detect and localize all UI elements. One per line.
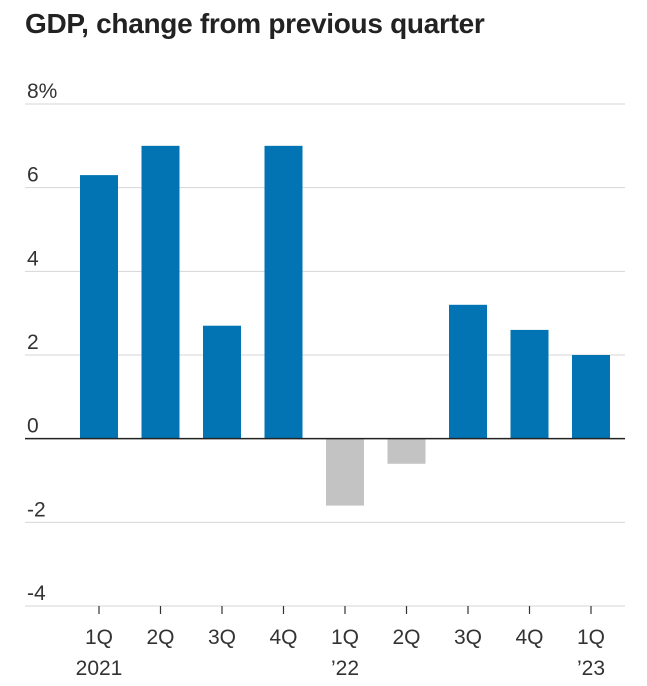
x-tick-year-label: 2021 <box>76 657 123 680</box>
x-tick-label: 1Q <box>331 626 359 649</box>
x-tick-label: 1Q <box>577 626 605 649</box>
y-tick-label: 0 <box>27 415 39 438</box>
x-tick-label: 3Q <box>208 626 236 649</box>
bar-4 <box>264 145 303 439</box>
x-tick-label: 2Q <box>392 626 420 649</box>
y-tick-label: -2 <box>27 498 46 521</box>
bar-9 <box>572 355 610 439</box>
x-tick-label: 3Q <box>454 626 482 649</box>
y-tick-label: 6 <box>27 164 39 187</box>
chart-title: GDP, change from previous quarter <box>25 8 485 39</box>
bar-7 <box>449 304 487 439</box>
y-tick-label: 4 <box>27 247 39 270</box>
bar-6 <box>387 438 426 464</box>
bar-1 <box>80 175 118 439</box>
y-tick-label: 8% <box>27 80 57 103</box>
bar-2 <box>141 145 180 439</box>
bars-layer <box>80 145 610 506</box>
x-tick-label: 2Q <box>146 626 174 649</box>
y-tick-label: 2 <box>27 331 39 354</box>
labels-layer: -4 -2 0 2 4 6 8% 1Q 2021 2Q 3Q 4Q 1Q ’22 2Q 3Q 4Q 1Q ’23 <box>27 80 605 680</box>
bar-8 <box>510 329 549 439</box>
y-tick-label: -4 <box>27 582 46 605</box>
x-tick-label: 4Q <box>269 626 297 649</box>
x-ticks-layer <box>98 606 592 614</box>
x-tick-year-label: ’22 <box>331 657 359 680</box>
x-tick-label: 4Q <box>515 626 543 649</box>
grid-layer <box>25 103 625 607</box>
x-tick-year-label: ’23 <box>577 657 605 680</box>
bar-3 <box>203 325 241 439</box>
bar-5 <box>326 438 364 506</box>
x-tick-label: 1Q <box>85 626 113 649</box>
